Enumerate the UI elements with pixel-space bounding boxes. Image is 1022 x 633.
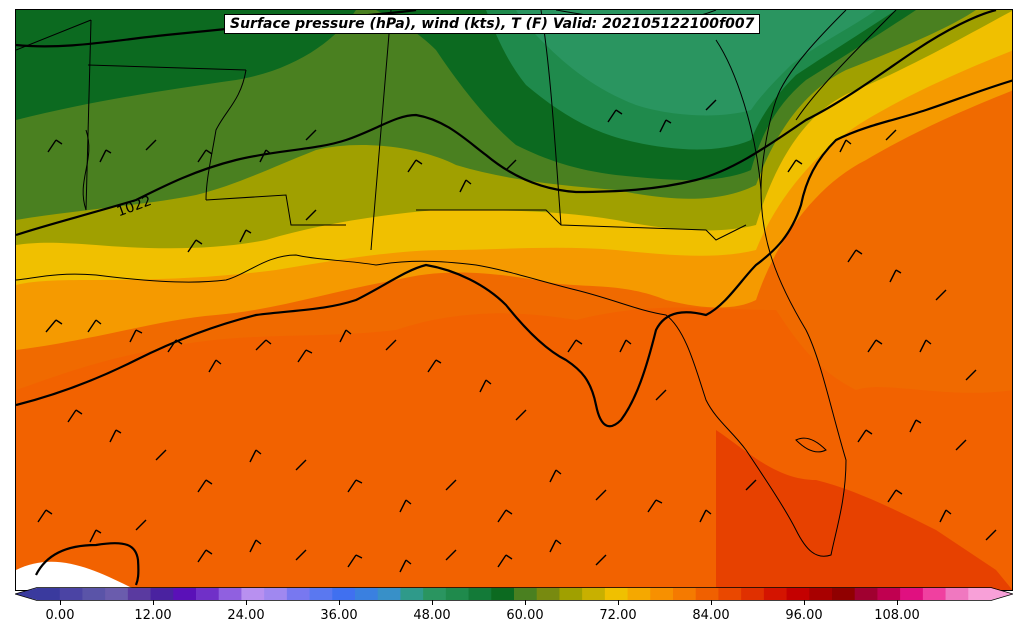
colorbar-bin [695,588,719,600]
colorbar-tick-label: 60.00 [506,608,544,623]
colorbar-bin [536,588,560,600]
colorbar-bin [491,588,515,600]
colorbar-bin [922,588,947,600]
colorbar-bin [604,588,629,600]
colorbar-tick-label: 0.00 [45,608,75,623]
colorbar-bin [37,588,61,600]
colorbar-bin [877,588,901,600]
colorbar-bin [786,588,810,600]
colorbar-tick-mark [897,600,898,605]
colorbar-bin [150,588,174,600]
colorbar-tick-label: 36.00 [320,608,358,623]
colorbar-bin [377,588,401,600]
colorbar-bin [673,588,697,600]
colorbar-bin [332,588,356,600]
colorbar-min-extend [15,588,37,600]
colorbar-bin [559,588,583,600]
colorbar-bin [514,588,538,600]
colorbar-tick-label: 96.00 [785,608,823,623]
colorbar-bin [400,588,424,600]
colorbar-bin [468,588,492,600]
state-borders [16,10,897,557]
colorbar-bin [82,588,106,600]
colorbar-tick-mark [246,600,247,605]
colorbar-tick-mark [60,600,61,605]
temperature-colorbar [15,587,1013,601]
map-canvas: 1022 [16,10,1012,590]
colorbar-tick-mark [618,600,619,605]
dark-green-band-west [16,10,356,120]
colorbar-tick-mark [525,600,526,605]
colorbar-outline [15,587,1013,601]
hot-spot-east [716,430,1012,590]
colorbar-tick-label: 48.00 [413,608,451,623]
colorbar-tick-mark [804,600,805,605]
colorbar-bin [218,588,242,600]
colorbar-max-extend [991,588,1013,600]
colorbar-tick-mark [339,600,340,605]
colorbar-bin [423,588,447,600]
colorbar-bin [763,588,788,600]
colorbar-bin [355,588,379,600]
colorbar-bin [741,588,765,600]
colorbar-tick-label: 108.00 [874,608,920,623]
colorbar-bin [718,588,742,600]
colorbar-bin [900,588,924,600]
colorbar-tick-mark [711,600,712,605]
colorbar-tick-mark [432,600,433,605]
map-title: Surface pressure (hPa), wind (kts), T (F… [224,14,761,34]
colorbar-tick-label: 72.00 [599,608,637,623]
colorbar-bin [286,588,311,600]
colorbar-bin [445,588,470,600]
colorbar-bin [309,588,333,600]
colorbar-tick-label: 24.00 [227,608,265,623]
colorbar-bin [809,588,833,600]
wind-barbs [37,99,997,573]
colorbar-bin [59,588,83,600]
colorbar-bin [264,588,288,600]
colorbar-bin [241,588,265,600]
forecast-map: 1022 [15,9,1013,591]
colorbar-bin [832,588,856,600]
colorbar-bin [854,588,878,600]
colorbar-tick-label: 12.00 [134,608,172,623]
colorbar-bin [105,588,129,600]
no-data-corner [16,561,136,590]
colorbar-tick-mark [153,600,154,605]
colorbar-bin [968,588,992,600]
colorbar-bin [196,588,220,600]
colorbar-bin [173,588,197,600]
colorbar-bin [127,588,152,600]
cool-teal-band [516,10,876,116]
colorbar-bin [582,588,606,600]
colorbar-bin [945,588,969,600]
colorbar-ticks: 0.00 12.00 24.00 36.00 48.00 60.00 72.00 84.00 9… [0,600,1022,630]
colorbar-tick-label: 84.00 [692,608,730,623]
colorbar-bin [650,588,674,600]
colorbar-bin [627,588,651,600]
